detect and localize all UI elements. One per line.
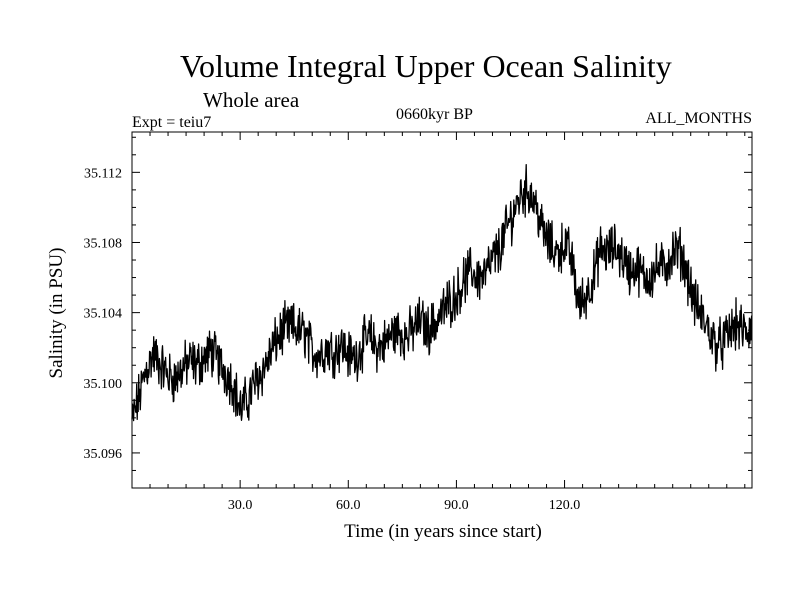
y-axis-title: Salinity (in PSU) (46, 248, 67, 379)
y-tick-label: 35.108 (84, 236, 123, 251)
y-tick-label: 35.104 (84, 307, 123, 322)
y-tick-label: 35.100 (84, 377, 123, 392)
plot-frame (131, 131, 753, 489)
x-tick-label: 60.0 (336, 498, 361, 513)
chart-title: Volume Integral Upper Ocean Salinity (180, 48, 672, 84)
chart-subtitle: Whole area (203, 88, 300, 112)
axis-ticks: 30.0 60.0 90.0 120.0 35.096 35.100 35.104 35.10… (84, 132, 752, 513)
x-axis-title: Time (in years since start) (344, 521, 542, 542)
y-tick-label: 35.096 (84, 447, 123, 462)
series-line (131, 163, 753, 422)
experiment-label: Expt = teiu7 (132, 114, 212, 131)
y-tick-label: 35.112 (84, 166, 122, 181)
months-label: ALL_MONTHS (645, 110, 752, 127)
series-group (131, 163, 753, 422)
period-label: 0660kyr BP (396, 106, 473, 123)
x-tick-label: 90.0 (444, 498, 469, 513)
x-tick-label: 120.0 (549, 498, 581, 513)
x-tick-label: 30.0 (228, 498, 253, 513)
